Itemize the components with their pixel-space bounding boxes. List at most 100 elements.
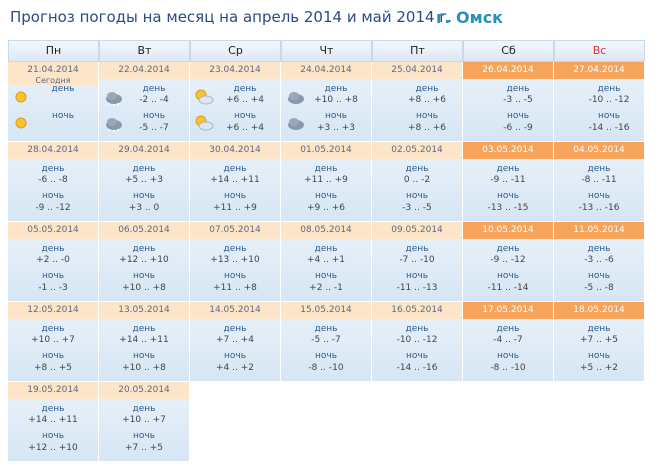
day-cell: 03.05.2014 день -9 .. -11 ночь -13 .. -15: [463, 142, 554, 222]
day-cell: 22.04.2014 день -2 .. -4 ночь -5 .. -7: [99, 62, 190, 142]
night-label: ночь: [314, 191, 337, 201]
day-label: день: [597, 84, 621, 94]
day-label: день: [324, 84, 348, 94]
day-temp: +8 .. +6: [408, 95, 446, 105]
day-temp: +10 .. +7: [31, 335, 75, 345]
date: 13.05.2014: [99, 302, 189, 319]
night-label: ночь: [405, 351, 428, 361]
day-cell: 11.05.2014 день -3 .. -6 ночь -5 .. -8: [554, 222, 645, 302]
day-cell: 13.05.2014 день +14 .. +11 ночь +10 .. +8: [99, 302, 190, 382]
day-label: день: [314, 324, 338, 334]
night-label: ночь: [41, 351, 64, 361]
date: 28.04.2014: [8, 142, 98, 159]
day-label: день: [587, 164, 611, 174]
day-temp: -2 .. -4: [139, 95, 169, 105]
day-temp: +12 .. +10: [119, 255, 169, 265]
day-cell: 14.05.2014 день +7 .. +4 ночь +4 .. +2: [190, 302, 281, 382]
date: 29.04.2014: [99, 142, 189, 159]
night-label: ночь: [405, 191, 428, 201]
weather-icon: [15, 117, 27, 129]
day-label: день: [405, 164, 429, 174]
night-temp: +12 .. +10: [28, 443, 78, 453]
city: г. Омск: [436, 8, 504, 27]
night-temp: +10 .. +8: [122, 283, 166, 293]
date: 03.05.2014: [463, 142, 553, 159]
night-temp: -14 .. -16: [588, 123, 630, 133]
night-temp: +2 .. -1: [309, 283, 343, 293]
day-label: день: [587, 244, 611, 254]
day-label: день: [587, 324, 611, 334]
night-label: ночь: [506, 111, 529, 121]
day-temp: -9 .. -12: [490, 255, 526, 265]
date: 16.05.2014: [372, 302, 462, 319]
date: 02.05.2014: [372, 142, 462, 159]
night-temp: -1 .. -3: [38, 283, 68, 293]
day-cell: 25.04.2014 день +8 .. +6 ночь +8 .. +6: [372, 62, 463, 142]
date: 05.05.2014: [8, 222, 98, 239]
day-cell: 29.04.2014 день +5 .. +3 ночь +3 .. 0: [99, 142, 190, 222]
date: 01.05.2014: [281, 142, 371, 159]
night-temp: +6 .. +4: [226, 123, 264, 133]
night-temp: -5 .. -7: [139, 123, 169, 133]
night-label: ночь: [223, 271, 246, 281]
night-label: ночь: [132, 351, 155, 361]
night-label: ночь: [51, 111, 74, 121]
night-temp: -5 .. -8: [584, 283, 614, 293]
day-label: день: [314, 244, 338, 254]
date: 27.04.2014: [554, 62, 644, 79]
day-label: день: [41, 244, 65, 254]
date: 21.04.2014: [8, 62, 98, 79]
night-label: ночь: [223, 351, 246, 361]
night-label: ночь: [496, 271, 519, 281]
night-temp: +8 .. +6: [408, 123, 446, 133]
day-temp: -8 .. -11: [581, 175, 617, 185]
day-temp: 0 .. -2: [403, 175, 431, 185]
night-temp: +5 .. +2: [580, 363, 618, 373]
day-label: день: [142, 84, 166, 94]
night-label: ночь: [405, 271, 428, 281]
day-label: день: [132, 324, 156, 334]
day-temp: -4 .. -7: [493, 335, 523, 345]
date: 20.05.2014: [99, 382, 189, 399]
date: 26.04.2014: [463, 62, 553, 79]
day-temp: +14 .. +11: [119, 335, 169, 345]
day-temp: +14 .. +11: [210, 175, 260, 185]
day-temp: -5 .. -7: [311, 335, 341, 345]
day-label: день: [506, 84, 530, 94]
day-label: день: [405, 324, 429, 334]
day-temp: -3 .. -6: [584, 255, 614, 265]
day-temp: +10 .. +8: [314, 95, 358, 105]
day-cell: 17.05.2014 день -4 .. -7 ночь -8 .. -10: [463, 302, 554, 382]
night-label: ночь: [415, 111, 438, 121]
day-cell: 23.04.2014 день +6 .. +4 ночь +6 .. +4: [190, 62, 281, 142]
day-temp: +7 .. +5: [580, 335, 618, 345]
date: 30.04.2014: [190, 142, 280, 159]
day-cell: 21.04.2014 Сегодня день ночь: [8, 62, 99, 142]
night-temp: +3 .. 0: [128, 203, 160, 213]
night-label: ночь: [314, 271, 337, 281]
night-temp: +11 .. +9: [213, 203, 257, 213]
day-cell: 26.04.2014 день -3 .. -5 ночь -6 .. -9: [463, 62, 554, 142]
day-temp: +6 .. +4: [226, 95, 264, 105]
day-label: день: [496, 324, 520, 334]
day-cell: 01.05.2014 день +11 .. +9 ночь +9 .. +6: [281, 142, 372, 222]
day-label: день: [41, 164, 65, 174]
day-label: день: [132, 164, 156, 174]
night-label: ночь: [132, 191, 155, 201]
day-cell: 09.05.2014 день -7 .. -10 ночь -11 .. -13: [372, 222, 463, 302]
day-temp: +10 .. +7: [122, 415, 166, 425]
night-label: ночь: [132, 431, 155, 441]
weekday-header: Ср: [190, 40, 281, 62]
date: 25.04.2014: [372, 62, 462, 79]
day-temp: -9 .. -11: [490, 175, 526, 185]
day-label: день: [233, 84, 257, 94]
day-temp: +4 .. +1: [307, 255, 345, 265]
night-label: ночь: [41, 431, 64, 441]
day-temp: +14 .. +11: [28, 415, 78, 425]
day-label: день: [223, 324, 247, 334]
date: 18.05.2014: [554, 302, 644, 319]
day-cell: 27.04.2014 день -10 .. -12 ночь -14 .. -16: [554, 62, 645, 142]
day-cell: 08.05.2014 день +4 .. +1 ночь +2 .. -1: [281, 222, 372, 302]
night-temp: -11 .. -13: [396, 283, 438, 293]
day-label: день: [132, 244, 156, 254]
